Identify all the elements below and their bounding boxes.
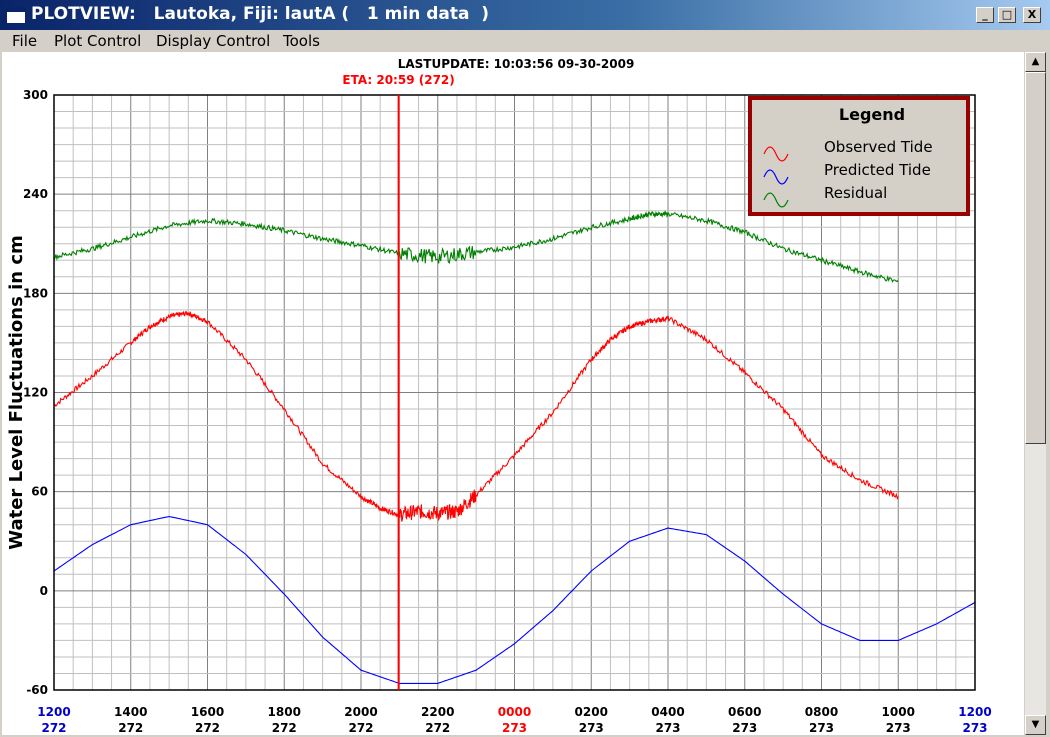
last-update-text: LASTUPDATE: 10:03:56 09-30-2009 [398, 57, 635, 71]
x-tick-day-label: 273 [886, 721, 911, 735]
x-tick-time-label: 1000 [882, 705, 915, 719]
plot-area: LASTUPDATE: 10:03:56 09-30-2009 ETA: 20:… [2, 52, 1024, 735]
residual-legend-swatch [763, 192, 789, 208]
tide-chart: LASTUPDATE: 10:03:56 09-30-2009 ETA: 20:… [6, 57, 992, 735]
legend-title: Legend [839, 105, 905, 124]
y-tick-label: 120 [23, 386, 48, 400]
maximize-button[interactable]: □ [998, 7, 1016, 23]
menu-display-control[interactable]: Display Control [156, 32, 271, 50]
x-tick-day-label: 272 [272, 721, 297, 735]
y-axis-title: Water Level Fluctuations in cm [6, 235, 27, 550]
window-title: PLOTVIEW: Lautoka, Fiji: lautA ( 1 min d… [31, 4, 490, 24]
x-tick-time-label: 1200 [958, 705, 991, 719]
scroll-down-button[interactable]: ▼ [1025, 715, 1046, 735]
x-tick-time-label: 1800 [268, 705, 301, 719]
legend-observed-label: Observed Tide [824, 138, 933, 156]
x-tick-time-label: 0400 [651, 705, 684, 719]
menu-file[interactable]: File [12, 32, 38, 50]
plot-frame [53, 94, 976, 691]
x-tick-day-label: 273 [962, 721, 987, 735]
x-tick-time-label: 1200 [37, 705, 70, 719]
x-tick-day-label: 273 [579, 721, 604, 735]
x-tick-day-label: 273 [809, 721, 834, 735]
legend-box: Legend Observed Tide Predicted Tide Resi… [748, 96, 970, 216]
x-tick-time-label: 0000 [498, 705, 531, 719]
scroll-thumb[interactable] [1025, 72, 1046, 444]
legend-residual-label: Residual [824, 184, 887, 202]
x-tick-day-label: 272 [118, 721, 143, 735]
series-line-residual [53, 210, 899, 283]
x-tick-day-label: 272 [348, 721, 373, 735]
series-line-predicted-tide [53, 515, 976, 684]
x-tick-day-label: 273 [655, 721, 680, 735]
scroll-up-button[interactable]: ▲ [1025, 52, 1046, 72]
x-axis-ticks: 1200 272 1400 272 1600 272 1800 272 2000 272 2200 2… [37, 705, 991, 735]
x-tick-time-label: 1400 [114, 705, 147, 719]
series-layer [53, 210, 976, 684]
legend-predicted-label: Predicted Tide [824, 161, 931, 179]
close-button[interactable]: X [1023, 7, 1041, 23]
x-tick-day-label: 273 [732, 721, 757, 735]
y-tick-label: 240 [23, 187, 48, 201]
x-tick-time-label: 1600 [191, 705, 224, 719]
series-line-observed-tide [53, 310, 899, 522]
x-tick-day-label: 272 [41, 721, 66, 735]
x-tick-time-label: 2000 [344, 705, 377, 719]
app-window-icon[interactable] [6, 7, 26, 24]
y-axis-ticks: 300 240 180 120 60 0 -60 [23, 88, 48, 697]
x-tick-day-label: 273 [502, 721, 527, 735]
x-tick-time-label: 0600 [728, 705, 761, 719]
observed-legend-swatch [763, 146, 789, 162]
grid-lines [53, 94, 976, 691]
x-tick-time-label: 0800 [805, 705, 838, 719]
menu-bar: File Plot Control Display Control Tools [0, 30, 1050, 52]
menu-tools[interactable]: Tools [283, 32, 320, 50]
x-tick-day-label: 272 [195, 721, 220, 735]
x-tick-time-label: 0200 [575, 705, 608, 719]
y-tick-label: -60 [26, 683, 48, 697]
x-tick-time-label: 2200 [421, 705, 454, 719]
x-tick-day-label: 272 [425, 721, 450, 735]
y-tick-label: 0 [40, 584, 48, 598]
y-tick-label: 60 [31, 485, 48, 499]
y-tick-label: 180 [23, 286, 48, 300]
eta-label: ETA: 20:59 (272) [342, 73, 454, 87]
predicted-legend-swatch [763, 169, 789, 185]
minimize-button[interactable]: _ [976, 7, 994, 23]
vertical-scrollbar[interactable]: ▲ ▼ [1025, 52, 1046, 735]
menu-plot-control[interactable]: Plot Control [54, 32, 142, 50]
y-tick-label: 300 [23, 88, 48, 102]
title-bar[interactable]: PLOTVIEW: Lautoka, Fiji: lautA ( 1 min d… [0, 0, 1050, 30]
